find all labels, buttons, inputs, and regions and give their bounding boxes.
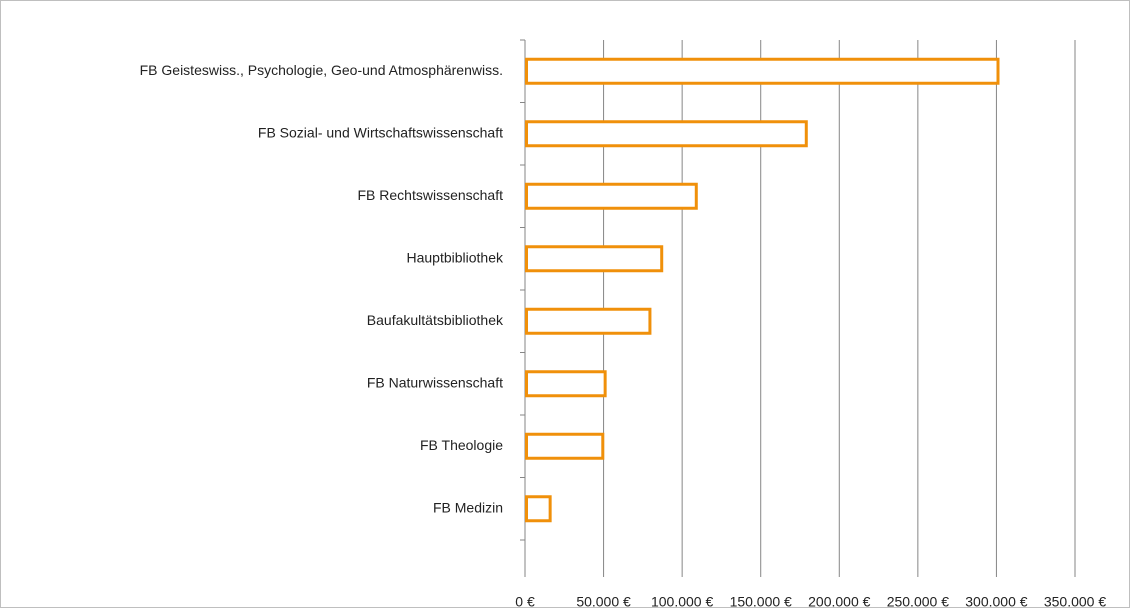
bar (525, 432, 605, 460)
x-tick-label: 250.000 € (887, 594, 949, 608)
y-tick-label: FB Medizin (433, 499, 503, 515)
bar (525, 307, 652, 335)
bar (525, 495, 552, 523)
y-tick-label: FB Theologie (420, 437, 503, 453)
bar (525, 245, 664, 273)
x-tick-label: 150.000 € (730, 594, 792, 608)
x-tick-label: 50.000 € (576, 594, 631, 608)
x-tick-label: 100.000 € (651, 594, 713, 608)
y-tick-label: Hauptbibliothek (406, 249, 504, 265)
y-tick-label: FB Geisteswiss., Psychologie, Geo-und At… (140, 62, 503, 78)
bar (525, 120, 808, 148)
bar (525, 370, 607, 398)
y-tick-label: FB Sozial- und Wirtschaftswissenschaft (258, 124, 503, 140)
y-tick-label: FB Naturwissenschaft (367, 374, 503, 390)
bar (525, 57, 1000, 85)
x-tick-label: 350.000 € (1044, 594, 1106, 608)
y-tick-label: Baufakultätsbibliothek (367, 312, 504, 328)
y-tick-label: FB Rechtswissenschaft (358, 187, 504, 203)
x-tick-label: 0 € (515, 594, 535, 608)
x-tick-label: 300.000 € (965, 594, 1027, 608)
bar (525, 182, 698, 210)
x-tick-label: 200.000 € (808, 594, 870, 608)
